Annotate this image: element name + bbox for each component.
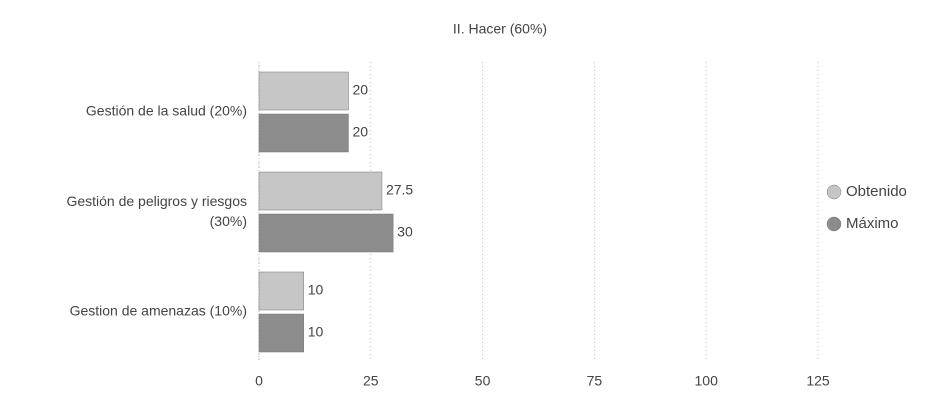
- legend-swatch: [826, 184, 842, 200]
- bar: [258, 71, 349, 111]
- x-tick-label: 75: [587, 373, 603, 389]
- bar: [258, 313, 304, 353]
- data-label: 20: [352, 82, 368, 98]
- data-label: 27.5: [386, 182, 413, 198]
- x-tick-label: 0: [255, 373, 263, 389]
- data-label: 30: [397, 224, 413, 240]
- bar: [258, 271, 304, 311]
- y-tick-label: Gestión de la salud (20%): [86, 103, 247, 119]
- data-label: 20: [352, 124, 368, 140]
- x-tick-label: 100: [695, 373, 719, 389]
- y-tick-label: Gestión de peligros y riesgos (30%): [66, 193, 247, 229]
- x-tick-label: 25: [363, 373, 379, 389]
- legend-swatch: [826, 216, 842, 232]
- data-label: 10: [308, 282, 324, 298]
- bar: [258, 113, 349, 153]
- bar: [258, 213, 394, 253]
- x-tick-label: 125: [806, 373, 830, 389]
- y-tick-label: Gestion de amenazas (10%): [70, 303, 247, 319]
- x-tick-label: 50: [475, 373, 491, 389]
- chart-title: II. Hacer (60%): [453, 21, 547, 37]
- legend-label: Máximo: [846, 215, 899, 232]
- bar: [258, 171, 383, 211]
- data-label: 10: [308, 324, 324, 340]
- legend-label: Obtenido: [846, 183, 907, 200]
